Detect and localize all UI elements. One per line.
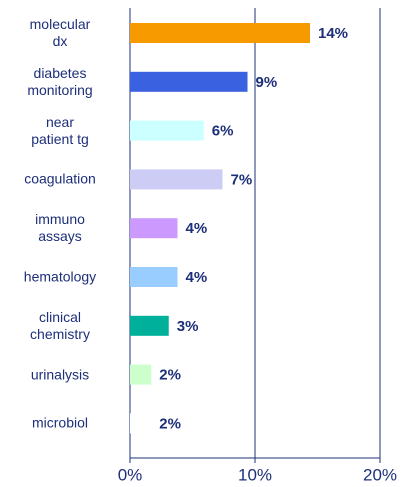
y-tick-label: coagulation: [24, 170, 96, 187]
value-label: 14%: [318, 25, 348, 42]
bar: [130, 413, 152, 434]
bar: [130, 23, 310, 43]
value-label: 4%: [186, 220, 208, 237]
value-label: 4%: [186, 269, 208, 286]
y-tick-label: urinalysis: [30, 366, 90, 383]
y-tick-label: molecular dx: [29, 16, 91, 49]
y-tick-label: hematology: [23, 268, 97, 285]
value-label: 7%: [231, 171, 253, 188]
value-label: 9%: [256, 74, 278, 91]
bar: [130, 120, 204, 141]
x-tick-label: 20%: [363, 465, 397, 484]
y-tick-label: microbiol: [31, 414, 88, 431]
value-label: 3%: [177, 318, 199, 335]
value-label: 6%: [212, 123, 234, 140]
bar: [130, 364, 152, 385]
y-tick-label: diabetes monitoring: [27, 64, 93, 98]
x-tick-label: 0%: [118, 465, 143, 484]
bar: [130, 71, 248, 92]
bar: [130, 218, 178, 239]
bar: [130, 267, 178, 287]
value-label: 2%: [159, 415, 181, 432]
x-tick-label: 10%: [238, 465, 272, 484]
y-tick-label: clinical chemistry: [30, 308, 90, 342]
bar: [130, 169, 223, 190]
y-tick-label: near patient tg: [31, 113, 89, 147]
y-tick-label: immuno assays: [35, 211, 85, 245]
value-label: 2%: [159, 367, 181, 384]
bar: [130, 315, 169, 336]
